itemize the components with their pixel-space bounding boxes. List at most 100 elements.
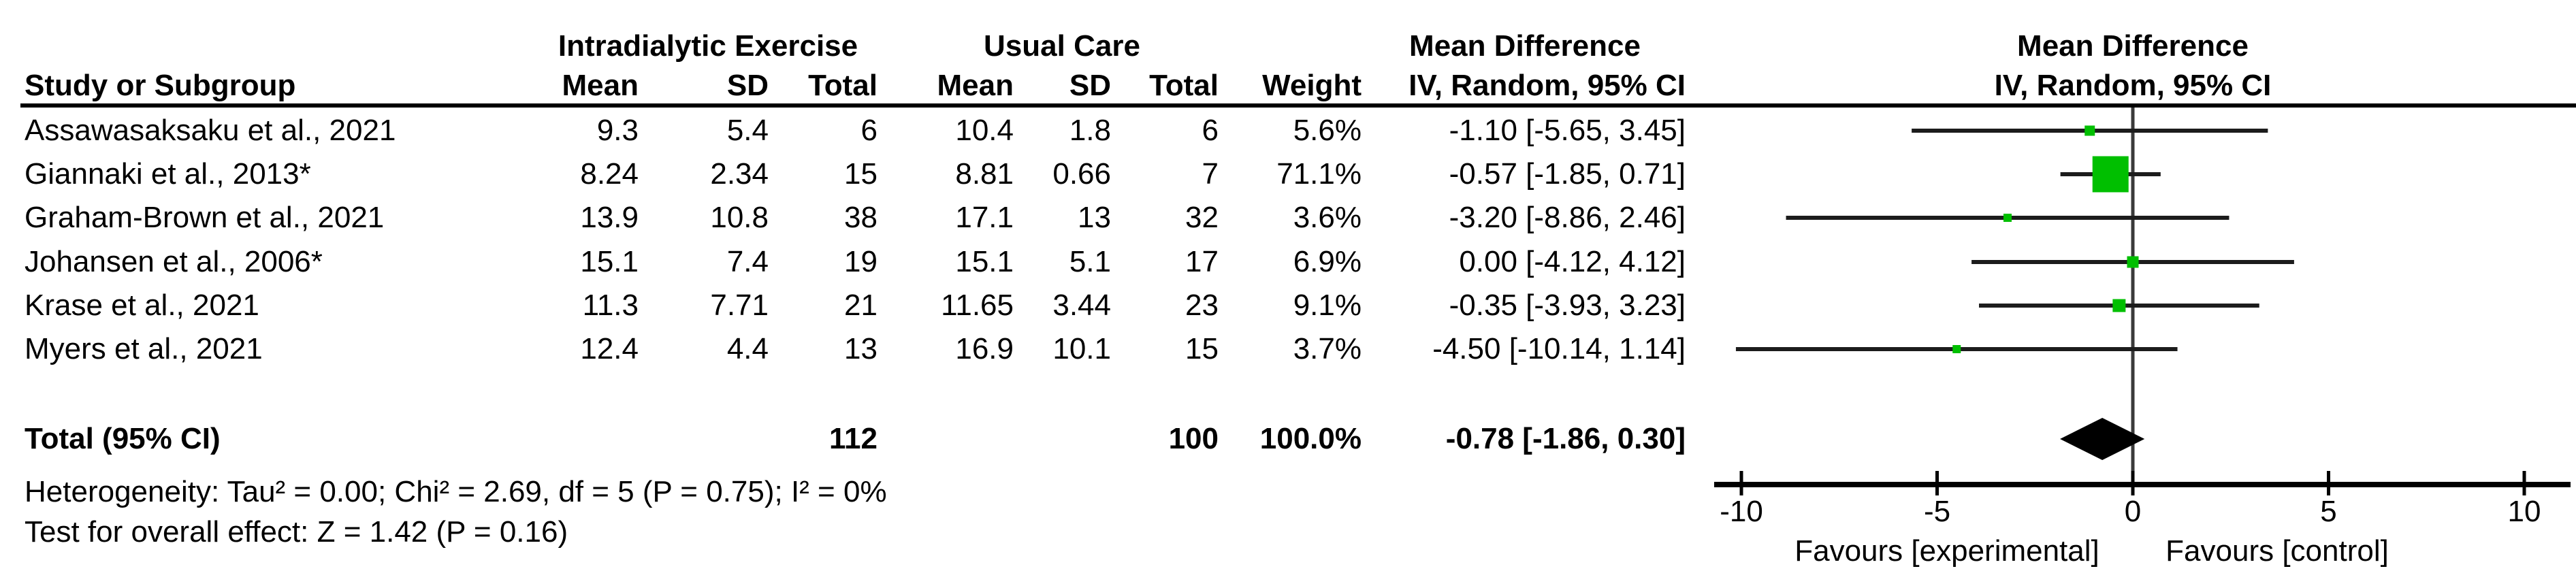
header-rule — [20, 103, 2576, 108]
axis-tick-label: -10 — [1720, 495, 1763, 528]
exp-total: 38 — [844, 201, 878, 234]
favours-right-label: Favours [control] — [2166, 534, 2389, 568]
axis-tick — [1935, 471, 1939, 495]
col-header-weight: Weight — [1262, 69, 1362, 102]
total-ctrl-n: 100 — [1168, 422, 1219, 455]
exp-sd: 10.8 — [710, 201, 769, 234]
ctrl-total: 6 — [1202, 114, 1219, 147]
weight-value: 3.6% — [1293, 201, 1362, 234]
exp-sd: 2.34 — [710, 157, 769, 191]
ci-text: -1.10 [-5.65, 3.45] — [1449, 114, 1686, 147]
ctrl-total: 17 — [1185, 245, 1219, 278]
col-header-ctrl-mean: Mean — [937, 69, 1014, 102]
pooled-diamond — [2060, 418, 2145, 460]
col-header-study: Study or Subgroup — [25, 69, 296, 102]
total-ci-text: -0.78 [-1.86, 0.30] — [1445, 422, 1686, 455]
study-name: Krase et al., 2021 — [25, 289, 259, 322]
study-row: Graham-Brown et al., 2021 13.9 10.8 38 1… — [0, 197, 1743, 238]
favours-left-label: Favours [experimental] — [1794, 534, 2099, 568]
axis-tick-label: 0 — [2124, 495, 2142, 528]
study-name: Johansen et al., 2006* — [25, 245, 323, 278]
weight-value: 9.1% — [1293, 289, 1362, 322]
study-row: Myers et al., 2021 12.4 4.4 13 16.9 10.1… — [0, 329, 1743, 370]
ctrl-total: 32 — [1185, 201, 1219, 234]
exp-total: 13 — [844, 332, 878, 365]
axis-tick — [2327, 471, 2330, 495]
total-label: Total (95% CI) — [25, 422, 221, 455]
total-row: Total (95% CI) 112 100 100.0% -0.78 [-1.… — [0, 419, 1743, 459]
plot-header-line2: IV, Random, 95% CI — [1994, 69, 2272, 102]
col-header-exp-mean: Mean — [562, 69, 639, 102]
exp-total: 21 — [844, 289, 878, 322]
axis-line — [1714, 482, 2571, 487]
study-name: Graham-Brown et al., 2021 — [25, 201, 385, 234]
experimental-group-header: Intradialytic Exercise — [558, 29, 858, 63]
heterogeneity-text: Heterogeneity: Tau² = 0.00; Chi² = 2.69,… — [25, 475, 887, 508]
exp-mean: 12.4 — [580, 332, 639, 365]
axis-tick — [2522, 471, 2526, 495]
exp-mean: 11.3 — [582, 289, 639, 322]
ctrl-mean: 17.1 — [955, 201, 1014, 234]
group-header-row: Intradialytic Exercise Usual Care Mean D… — [0, 27, 2576, 65]
exp-mean: 15.1 — [580, 245, 639, 278]
column-header-row: Study or Subgroup Mean SD Total Mean SD … — [0, 67, 2576, 105]
exp-sd: 7.71 — [710, 289, 769, 322]
study-name: Giannaki et al., 2013* — [25, 157, 311, 191]
col-header-ctrl-sd: SD — [1069, 69, 1111, 102]
exp-sd: 5.4 — [726, 114, 769, 147]
effect-square — [2127, 256, 2139, 268]
ctrl-mean: 15.1 — [955, 245, 1014, 278]
total-exp-n: 112 — [829, 422, 878, 455]
exp-mean: 9.3 — [596, 114, 639, 147]
weight-value: 3.7% — [1293, 332, 1362, 365]
axis-tick — [2131, 471, 2135, 495]
total-weight: 100.0% — [1259, 422, 1362, 455]
axis-tick-label: 10 — [2507, 495, 2541, 528]
ctrl-mean: 8.81 — [955, 157, 1014, 191]
effect-header-line1: Mean Difference — [1409, 29, 1641, 63]
col-header-ctrl-total: Total — [1149, 69, 1219, 102]
study-name: Myers et al., 2021 — [25, 332, 263, 365]
axis-tick-label: 5 — [2320, 495, 2337, 528]
study-row: Assawasaksaku et al., 2021 9.3 5.4 6 10.… — [0, 110, 1743, 151]
ctrl-sd: 10.1 — [1052, 332, 1111, 365]
ctrl-mean: 11.65 — [941, 289, 1014, 322]
study-row: Krase et al., 2021 11.3 7.71 21 11.65 3.… — [0, 285, 1743, 326]
ctrl-sd: 0.66 — [1052, 157, 1111, 191]
effect-square — [2112, 299, 2126, 312]
ctrl-sd: 3.44 — [1052, 289, 1111, 322]
ci-text: -0.57 [-1.85, 0.71] — [1449, 157, 1686, 191]
study-name: Assawasaksaku et al., 2021 — [25, 114, 396, 147]
col-header-ci: IV, Random, 95% CI — [1408, 69, 1686, 102]
exp-total: 15 — [844, 157, 878, 191]
effect-square — [2084, 125, 2095, 136]
effect-square — [2003, 214, 2012, 222]
effect-square — [1952, 345, 1961, 353]
exp-total: 19 — [844, 245, 878, 278]
ci-text: -4.50 [-10.14, 1.14] — [1432, 332, 1686, 365]
ci-text: 0.00 [-4.12, 4.12] — [1459, 245, 1686, 278]
control-group-header: Usual Care — [984, 29, 1140, 63]
axis-tick — [1739, 471, 1743, 495]
effect-square — [2092, 156, 2129, 193]
overall-effect-text: Test for overall effect: Z = 1.42 (P = 0… — [25, 515, 568, 549]
exp-mean: 13.9 — [580, 201, 639, 234]
ci-text: -3.20 [-8.86, 2.46] — [1449, 201, 1686, 234]
plot-header-line1: Mean Difference — [2017, 29, 2249, 63]
ctrl-mean: 16.9 — [955, 332, 1014, 365]
col-header-exp-sd: SD — [726, 69, 769, 102]
ctrl-sd: 5.1 — [1069, 245, 1111, 278]
ctrl-mean: 10.4 — [955, 114, 1014, 147]
col-header-exp-total: Total — [808, 69, 878, 102]
weight-value: 5.6% — [1293, 114, 1362, 147]
zero-line — [2131, 108, 2135, 485]
ctrl-total: 7 — [1202, 157, 1219, 191]
ctrl-total: 15 — [1185, 332, 1219, 365]
weight-value: 71.1% — [1276, 157, 1362, 191]
exp-sd: 4.4 — [726, 332, 769, 365]
ctrl-sd: 13 — [1078, 201, 1111, 234]
ci-text: -0.35 [-3.93, 3.23] — [1449, 289, 1686, 322]
exp-mean: 8.24 — [580, 157, 639, 191]
